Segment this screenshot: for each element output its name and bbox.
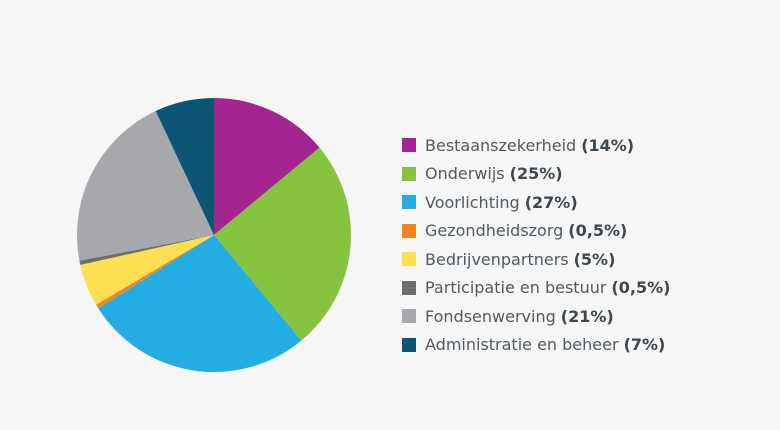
legend-item: Voorlichting (27%): [402, 188, 670, 217]
pie-chart: [77, 98, 352, 373]
legend-item: Bedrijvenpartners (5%): [402, 245, 670, 274]
legend-swatch: [402, 138, 416, 153]
legend-value: (14%): [581, 135, 635, 155]
legend-item: Gezondheidszorg (0,5%): [402, 217, 670, 246]
legend-swatch: [402, 195, 416, 210]
legend-value: (0,5%): [568, 221, 628, 241]
legend-label: Gezondheidszorg: [425, 221, 564, 241]
legend-label: Administratie en beheer: [425, 335, 619, 355]
legend-item: Bestaanszekerheid (14%): [402, 131, 670, 160]
legend-item: Participatie en bestuur (0,5%): [402, 274, 670, 303]
legend-value: (0,5%): [611, 278, 671, 298]
legend-value: (7%): [623, 335, 666, 355]
legend-label: Fondsenwerving: [425, 306, 556, 326]
pie-slice-2: [214, 147, 352, 341]
pie-slice-7: [77, 111, 215, 261]
pie-slice-1: [214, 98, 320, 235]
legend-item: Onderwijs (25%): [402, 160, 670, 189]
legend-item: Fondsenwerving (21%): [402, 302, 670, 331]
pie-slice-8: [155, 98, 214, 235]
legend-swatch: [402, 337, 416, 352]
legend-value: (5%): [573, 249, 616, 269]
legend-swatch: [402, 223, 416, 238]
legend-label: Bestaanszekerheid: [425, 135, 577, 155]
legend-label: Voorlichting: [425, 192, 520, 212]
legend-swatch: [402, 252, 416, 267]
chart-legend: Bestaanszekerheid (14%) Onderwijs (25%) Voor…: [402, 131, 670, 359]
legend-value: (21%): [560, 306, 614, 326]
legend-label: Bedrijvenpartners: [425, 249, 569, 269]
pie-slice-3: [98, 235, 302, 373]
legend-value: (27%): [524, 192, 578, 212]
legend-swatch: [402, 166, 416, 181]
pie-slice-4: [96, 235, 214, 309]
legend-value: (25%): [509, 164, 563, 184]
legend-label: Onderwijs: [425, 164, 505, 184]
pie-slice-5: [80, 235, 214, 305]
legend-label: Participatie en bestuur: [425, 278, 607, 298]
legend-swatch: [402, 309, 416, 324]
pie-slice-6: [79, 235, 215, 265]
legend-item: Administratie en beheer (7%): [402, 331, 670, 360]
legend-swatch: [402, 280, 416, 295]
